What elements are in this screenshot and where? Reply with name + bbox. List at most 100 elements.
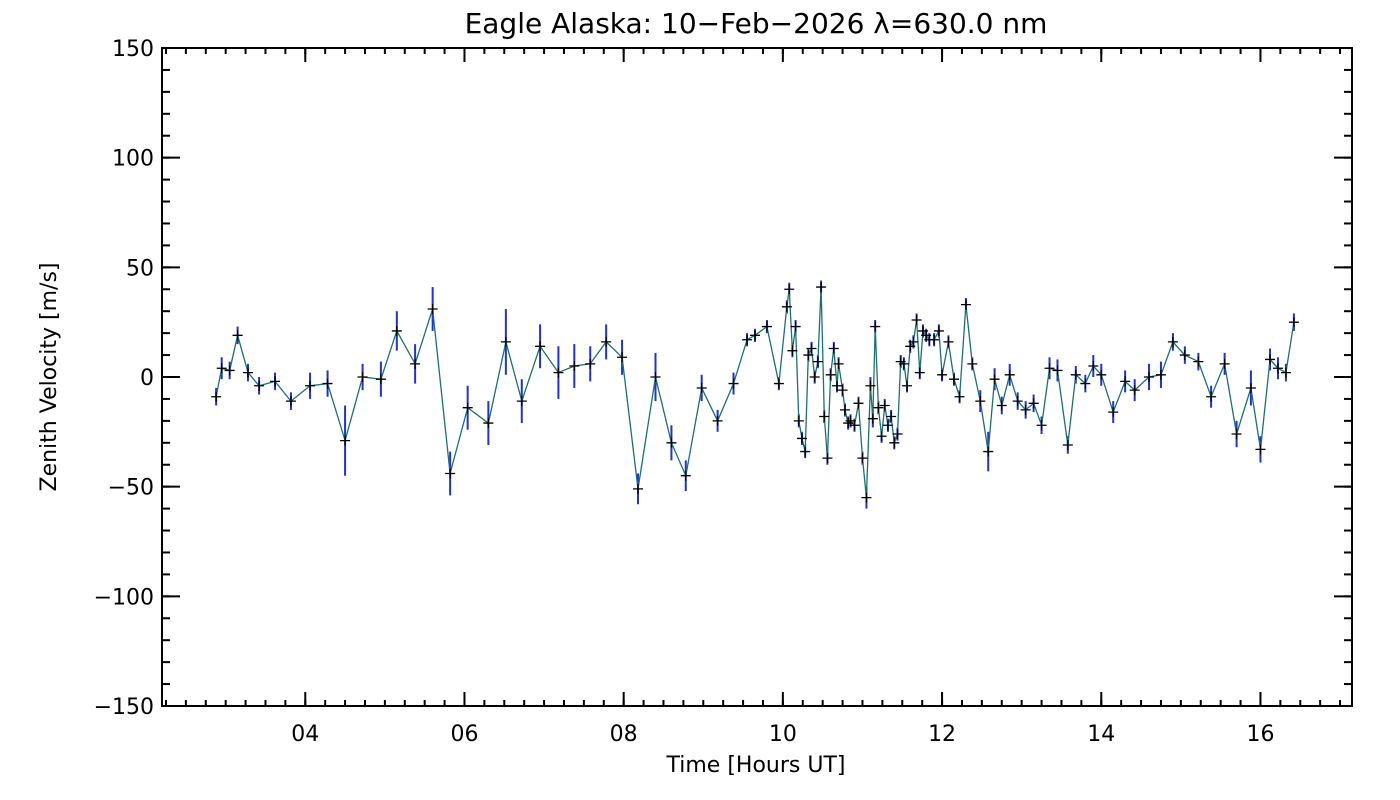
data-point-marker xyxy=(553,367,564,378)
data-point-marker xyxy=(761,321,772,332)
x-tick-label: 16 xyxy=(1246,722,1274,747)
data-point-marker xyxy=(843,418,854,429)
data-point-marker xyxy=(427,304,438,315)
y-tick-label: −100 xyxy=(94,585,154,610)
data-point-marker xyxy=(1080,378,1091,389)
data-point-marker xyxy=(1255,444,1266,455)
data-point-marker xyxy=(870,321,881,332)
chart-title: Eagle Alaska: 10−Feb−2026 λ=630.0 nm xyxy=(465,7,1048,40)
data-point-marker xyxy=(954,391,965,402)
data-point-marker xyxy=(960,299,971,310)
data-point-marker xyxy=(914,367,925,378)
data-point-marker xyxy=(1219,358,1230,369)
data-point-marker xyxy=(585,358,596,369)
data-point-marker xyxy=(1088,361,1099,372)
data-point-marker xyxy=(1193,356,1204,367)
y-axis-label: Zenith Velocity [m/s] xyxy=(37,263,62,492)
data-point-marker xyxy=(285,396,296,407)
data-point-marker xyxy=(445,468,456,479)
data-point-marker xyxy=(232,330,243,341)
plot-frame xyxy=(161,47,1353,707)
data-point-marker xyxy=(879,400,890,411)
data-point-marker xyxy=(680,470,691,481)
x-tick-label: 06 xyxy=(450,722,478,747)
data-point-marker xyxy=(816,282,827,293)
data-point-marker xyxy=(1206,391,1217,402)
data-point-marker xyxy=(1062,439,1073,450)
x-axis-label: Time [Hours UT] xyxy=(666,753,846,778)
data-point-marker xyxy=(949,374,960,385)
data-point-marker xyxy=(806,343,817,354)
data-point-marker xyxy=(812,356,823,367)
data-point-marker xyxy=(1288,317,1299,328)
data-point-marker xyxy=(483,418,494,429)
data-point-marker xyxy=(696,382,707,393)
data-point-marker xyxy=(357,372,368,382)
data-point-marker xyxy=(967,358,978,369)
data-point-marker xyxy=(712,415,723,426)
data-point-marker xyxy=(666,437,677,448)
data-point-marker xyxy=(857,453,868,464)
data-point-marker xyxy=(889,437,900,448)
data-point-marker xyxy=(1245,382,1256,393)
data-point-marker xyxy=(790,321,801,332)
data-point-marker xyxy=(902,380,913,391)
data-markers xyxy=(211,282,1299,503)
data-point-marker xyxy=(1004,369,1015,380)
y-tick-label: 150 xyxy=(112,37,154,62)
data-point-marker xyxy=(617,352,628,363)
x-tick-label: 10 xyxy=(769,722,797,747)
data-point-marker xyxy=(1012,396,1023,407)
data-point-marker xyxy=(340,435,351,446)
data-point-marker xyxy=(800,446,811,457)
data-point-marker xyxy=(742,334,753,345)
data-point-marker xyxy=(1028,398,1039,409)
data-point-marker xyxy=(1036,420,1047,431)
data-point-marker xyxy=(892,429,903,440)
data-point-marker xyxy=(216,363,227,374)
data-point-marker xyxy=(876,431,887,442)
data-point-marker xyxy=(833,358,844,369)
data-point-marker xyxy=(796,433,807,444)
data-point-marker xyxy=(1070,369,1081,380)
data-point-marker xyxy=(322,378,333,389)
data-point-marker xyxy=(1280,367,1291,378)
data-point-marker xyxy=(728,378,739,389)
data-point-marker xyxy=(650,372,661,382)
data-point-marker xyxy=(1179,350,1190,361)
data-point-marker xyxy=(535,341,546,352)
data-point-marker xyxy=(853,398,864,409)
data-point-marker xyxy=(861,492,872,503)
data-point-marker xyxy=(1272,363,1283,374)
data-point-marker xyxy=(831,380,842,391)
data-point-marker xyxy=(975,396,986,407)
y-tick-label: −150 xyxy=(94,695,154,720)
data-point-marker xyxy=(1265,354,1276,365)
data-point-marker xyxy=(375,374,386,385)
data-point-marker xyxy=(809,372,820,382)
data-point-marker xyxy=(1120,376,1131,387)
data-point-marker xyxy=(865,380,876,391)
data-point-marker xyxy=(882,420,893,431)
data-point-marker xyxy=(933,325,944,336)
error-bars xyxy=(215,280,1295,509)
y-tick-label: 50 xyxy=(126,256,154,281)
data-point-marker xyxy=(911,314,922,325)
data-point-marker xyxy=(898,358,909,369)
y-tick-label: 0 xyxy=(140,366,154,391)
data-point-marker xyxy=(633,483,643,494)
axis-tick-labels: 04 06 08 10 12 14 16 150 100 50 0 −50 −100 −150 xyxy=(94,37,1275,747)
x-tick-label: 08 xyxy=(610,722,638,747)
data-point-marker xyxy=(839,404,850,415)
data-point-marker xyxy=(784,284,795,295)
data-point-marker xyxy=(781,301,792,312)
y-tick-label: 100 xyxy=(112,147,154,172)
data-point-marker xyxy=(828,343,839,354)
data-point-marker xyxy=(500,336,511,347)
data-point-marker xyxy=(1044,363,1055,374)
data-line-layer xyxy=(215,287,1295,498)
data-point-marker xyxy=(410,358,421,369)
x-tick-label: 04 xyxy=(291,722,319,747)
data-point-marker xyxy=(822,453,833,464)
data-point-marker xyxy=(873,402,884,413)
